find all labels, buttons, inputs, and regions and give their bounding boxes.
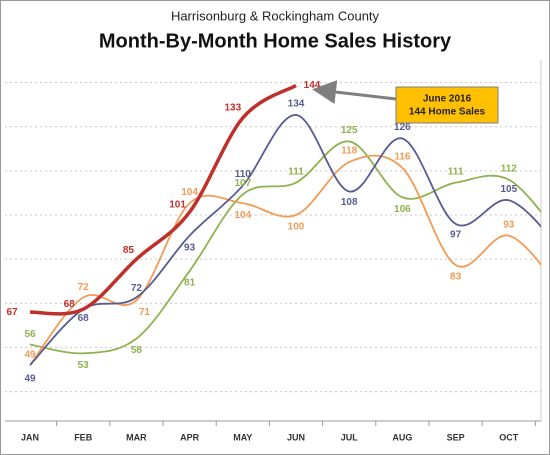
value-label: 107 — [234, 178, 251, 189]
value-label: 105 — [500, 184, 517, 195]
value-label: 133 — [224, 103, 241, 114]
value-label: 112 — [501, 163, 518, 174]
value-label: 71 — [139, 307, 151, 318]
value-label: 118 — [341, 146, 358, 157]
plot-area — [29, 84, 541, 366]
value-label: 53 — [78, 360, 90, 371]
value-label: 56 — [24, 329, 36, 340]
series-line — [29, 84, 297, 316]
x-tick-label: OCT — [499, 432, 519, 442]
series-line — [29, 154, 541, 366]
value-label: 104 — [181, 187, 198, 198]
value-label: 93 — [184, 242, 196, 253]
series-line — [29, 114, 541, 366]
value-label: 101 — [169, 200, 186, 211]
x-tick-label: JUN — [287, 432, 305, 442]
x-tick-label: JUL — [341, 432, 359, 442]
annotation-box — [395, 86, 499, 124]
annotation-text: June 2016 — [423, 94, 472, 105]
value-label: 106 — [394, 204, 411, 215]
chart-subtitle: Harrisonburg & Rockingham County — [171, 8, 380, 23]
value-label: 126 — [394, 122, 411, 133]
value-label: 104 — [234, 210, 251, 221]
x-tick-label: MAY — [233, 432, 252, 442]
x-tick-label: AUG — [392, 432, 412, 442]
x-tick-label: FEB — [74, 432, 93, 442]
value-label: 97 — [450, 229, 462, 240]
x-tick-label: JAN — [21, 432, 39, 442]
annotation-arrow — [312, 80, 397, 104]
value-label: 72 — [78, 282, 90, 293]
value-label: 111 — [448, 166, 464, 177]
value-label: 68 — [78, 313, 90, 324]
value-label: 81 — [184, 278, 196, 289]
series-line — [29, 140, 541, 355]
value-label: 83 — [450, 272, 462, 283]
value-label: 67 — [6, 307, 18, 318]
value-label: 100 — [288, 222, 305, 233]
value-label: 58 — [131, 345, 143, 356]
annotation-text: 144 Home Sales — [409, 107, 486, 118]
value-label: 72 — [131, 283, 143, 294]
value-label: 108 — [341, 197, 358, 208]
value-label: 134 — [288, 99, 305, 110]
value-label: 68 — [64, 299, 76, 310]
value-label: 111 — [288, 166, 304, 177]
value-label: 49 — [24, 374, 36, 385]
value-label: 85 — [123, 245, 135, 256]
x-tick-label: SEP — [447, 432, 465, 442]
x-tick-label: MAR — [126, 432, 147, 442]
value-label: 110 — [235, 169, 252, 180]
x-tick-label: APR — [180, 432, 200, 442]
value-label: 125 — [341, 125, 358, 136]
value-label: 49 — [24, 350, 36, 361]
value-label: 116 — [394, 152, 411, 163]
chart-title: Month-By-Month Home Sales History — [99, 30, 452, 52]
value-label: 93 — [503, 219, 515, 230]
